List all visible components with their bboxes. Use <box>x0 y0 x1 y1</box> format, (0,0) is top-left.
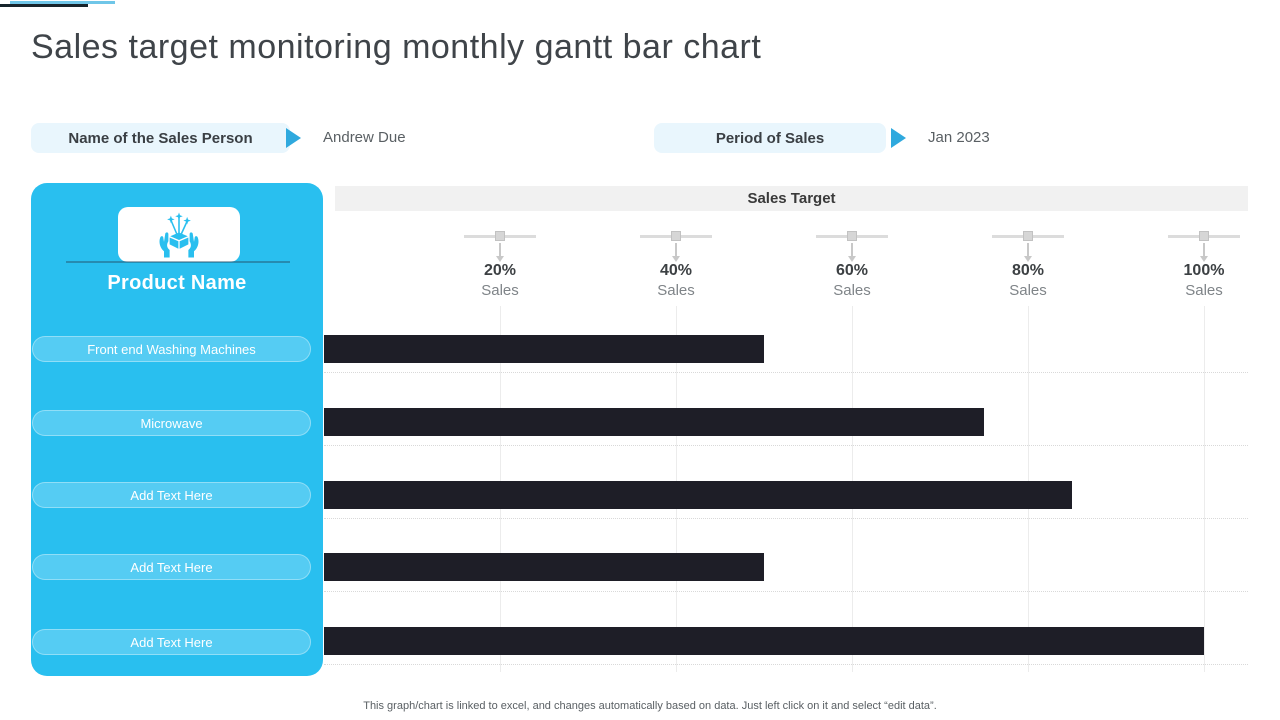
decorative-line-blue <box>10 1 115 4</box>
row-separator <box>324 664 1248 665</box>
chart-title: Sales Target <box>335 186 1248 211</box>
row-separator <box>324 372 1248 373</box>
tick-label: Sales <box>1185 282 1223 299</box>
sales-person-label[interactable]: Name of the Sales Person <box>31 123 290 153</box>
slider-handle-icon <box>495 231 505 241</box>
arrow-down-icon <box>672 256 680 262</box>
arrow-right-icon <box>286 128 301 148</box>
product-panel: Product Name Front end Washing Machines … <box>31 183 323 676</box>
product-icon-box <box>118 207 240 262</box>
row-separator <box>324 591 1248 592</box>
tick-label: Sales <box>1009 282 1047 299</box>
hands-presenting-product-icon <box>159 212 199 257</box>
slider-handle-icon <box>1023 231 1033 241</box>
arrow-down-icon <box>1203 243 1205 256</box>
gantt-bar <box>324 481 1072 509</box>
tick-percent: 40% <box>659 262 693 279</box>
gridline <box>1204 306 1205 672</box>
product-item[interactable]: Add Text Here <box>32 482 311 508</box>
gantt-bar <box>324 335 764 363</box>
sales-person-value[interactable]: Andrew Due <box>323 129 406 146</box>
gantt-bar <box>324 408 984 436</box>
slider-handle-icon <box>671 231 681 241</box>
arrow-down-icon <box>1200 256 1208 262</box>
tick-percent: 20% <box>483 262 517 279</box>
slider-handle-icon <box>847 231 857 241</box>
arrow-down-icon <box>1024 256 1032 262</box>
arrow-down-icon <box>675 243 677 256</box>
tick-label: Sales <box>481 282 519 299</box>
product-item[interactable]: Add Text Here <box>32 629 311 655</box>
tick-label: Sales <box>657 282 695 299</box>
arrow-down-icon <box>496 256 504 262</box>
arrow-down-icon <box>499 243 501 256</box>
decorative-line-dark <box>0 4 88 7</box>
row-separator <box>324 445 1248 446</box>
page-title: Sales target monitoring monthly gantt ba… <box>31 28 762 66</box>
product-item[interactable]: Add Text Here <box>32 554 311 580</box>
gantt-bar <box>324 627 1204 655</box>
arrow-down-icon <box>851 243 853 256</box>
gantt-bar <box>324 553 764 581</box>
product-item[interactable]: Front end Washing Machines <box>32 336 311 362</box>
row-separator <box>324 518 1248 519</box>
product-panel-title: Product Name <box>107 272 247 294</box>
period-value[interactable]: Jan 2023 <box>928 129 990 146</box>
tick-percent: 80% <box>1011 262 1045 279</box>
arrow-down-icon <box>1027 243 1029 256</box>
period-label[interactable]: Period of Sales <box>654 123 886 153</box>
slider-handle-icon <box>1199 231 1209 241</box>
arrow-down-icon <box>848 256 856 262</box>
arrow-right-icon <box>891 128 906 148</box>
gantt-chart[interactable]: 20% Sales 40% Sales 60% Sales 80% Sales <box>324 0 1248 720</box>
product-item[interactable]: Microwave <box>32 410 311 436</box>
footer-note: This graph/chart is linked to excel, and… <box>363 700 937 712</box>
tick-percent: 100% <box>1183 262 1225 279</box>
tick-percent: 60% <box>835 262 869 279</box>
panel-divider <box>66 261 290 263</box>
tick-label: Sales <box>833 282 871 299</box>
